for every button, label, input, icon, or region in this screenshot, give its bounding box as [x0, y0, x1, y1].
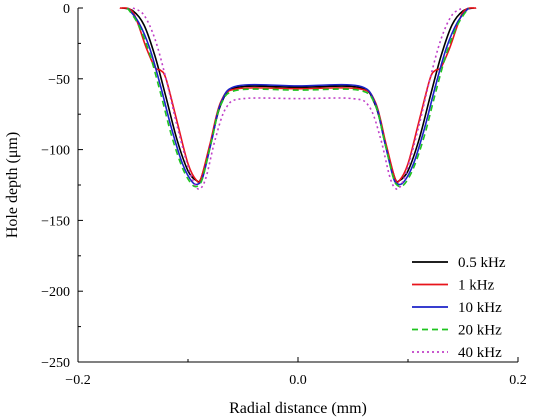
x-axis-label: Radial distance (mm): [229, 400, 367, 417]
y-tick-label: −100: [41, 144, 70, 159]
legend-label: 10 kHz: [458, 300, 502, 316]
y-tick-label: −50: [48, 73, 70, 88]
y-tick-label: −250: [41, 356, 70, 371]
series-line-20-khz: [126, 7, 470, 188]
x-tick-label: −0.2: [65, 373, 90, 388]
series-lines: [119, 7, 477, 190]
legend-label: 20 kHz: [458, 323, 502, 339]
legend: 0.5 kHz 1 kHz 10 kHz 20 kHz 40 kHz: [412, 255, 506, 361]
y-axis-label: Hole depth (μm): [4, 132, 21, 238]
axes: 0 −50 −100 −150 −200 −250 −0.2 0.0 0.2: [41, 2, 527, 388]
legend-label: 0.5 kHz: [458, 255, 506, 271]
legend-label: 40 kHz: [458, 345, 502, 361]
series-line-10-khz: [126, 7, 470, 186]
series-line-0.5-khz: [121, 7, 475, 183]
y-tick-label: −150: [41, 214, 70, 229]
x-tick-label: 0.2: [509, 373, 527, 388]
legend-label: 1 kHz: [458, 278, 495, 294]
series-line-40-khz: [132, 7, 464, 190]
series-line-1-khz: [119, 7, 477, 184]
y-tick-label: 0: [63, 2, 70, 17]
x-tick-label: 0.0: [289, 373, 307, 388]
y-tick-label: −200: [41, 285, 70, 300]
